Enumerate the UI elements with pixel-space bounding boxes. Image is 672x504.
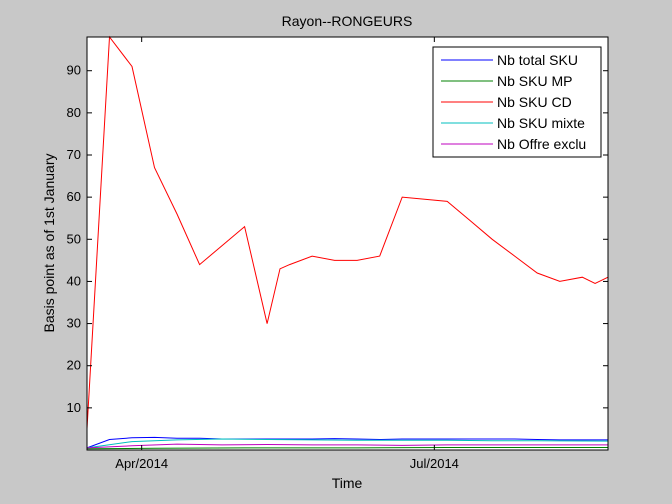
y-axis-label: Basis point as of 1st January — [41, 154, 57, 333]
legend: Nb total SKU Nb SKU MP Nb SKU CD Nb SKU mix… — [432, 46, 602, 158]
series-line-4 — [86, 438, 609, 449]
series-line-3 — [86, 35, 609, 429]
legend-label-4: Nb SKU mixte — [497, 115, 585, 131]
y-tick-label: 90 — [67, 63, 81, 78]
x-tick-label: Apr/2014 — [115, 456, 168, 471]
chart-title: Rayon--RONGEURS — [282, 13, 413, 29]
x-axis-label: Time — [332, 475, 363, 491]
legend-label-1: Nb total SKU — [497, 52, 578, 68]
y-tick-label: 20 — [67, 358, 81, 373]
y-tick-label: 50 — [67, 231, 81, 246]
series-line-1 — [86, 436, 608, 449]
y-tick-label: 40 — [67, 273, 81, 288]
legend-label-5: Nb Offre exclu — [497, 136, 586, 152]
y-tick-label: 30 — [67, 316, 81, 331]
legend-label-2: Nb SKU MP — [497, 73, 572, 89]
ticks-layer: 10 20 30 40 50 60 70 80 90 Apr/2014 Jul/2014 — [67, 37, 608, 471]
x-tick-label: Jul/2014 — [410, 456, 459, 471]
y-tick-label: 10 — [67, 400, 81, 415]
series-layer — [86, 35, 609, 450]
series-line-2 — [86, 447, 608, 450]
y-tick-label: 60 — [67, 189, 81, 204]
legend-label-3: Nb SKU CD — [497, 94, 572, 110]
y-tick-label: 80 — [67, 105, 81, 120]
series-line-5 — [86, 443, 608, 449]
axes-box — [86, 36, 609, 451]
y-tick-label: 70 — [67, 147, 81, 162]
